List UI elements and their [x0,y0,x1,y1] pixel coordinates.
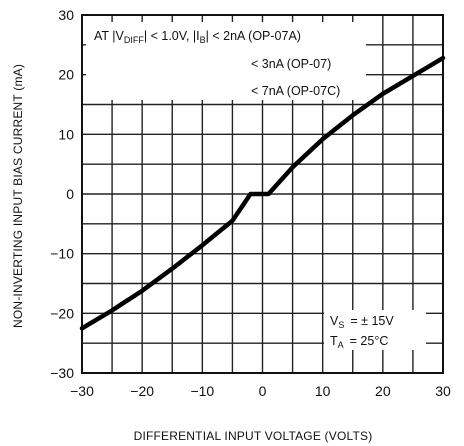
x-tick-label: −30 [70,383,94,399]
y-tick-label: 30 [58,7,74,23]
x-tick-label: 20 [375,383,391,399]
x-axis-title: DIFFERENTIAL INPUT VOLTAGE (VOLTS) [134,429,373,443]
y-tick-label: 20 [58,67,74,83]
x-tick-label: −10 [190,383,214,399]
x-tick-label: 0 [259,383,267,399]
y-tick-label: 0 [66,186,74,202]
annotation-box-bottom [324,310,426,350]
y-tick-label: −10 [50,246,74,262]
x-tick-label: 30 [435,383,451,399]
x-tick-label: −20 [130,383,154,399]
y-axis-title: NON-INVERTING INPUT BIAS CURRENT (mA) [11,64,25,328]
plot-frame [81,14,444,374]
supply-voltage-label: VS = ± 15V [330,314,394,330]
annotation-box-top [86,22,366,100]
x-tick-label: 10 [315,383,331,399]
ambient-temp-label: TA = 25°C [330,334,388,350]
y-tick-label: −20 [50,305,74,321]
condition-line-2: < 3nA (OP-07) [251,57,331,71]
tick-labels: −30 −20 −10 0 10 20 30 −30 −20 −10 0 10 20 30 [50,7,451,399]
condition-line-1: AT |VDIFF| < 1.0V, |IB| < 2nA (OP-07A) [94,29,301,45]
y-tick-label: 10 [58,126,74,142]
condition-line-3: < 7nA (OP-07C) [251,84,340,98]
bias-current-curve [79,55,446,331]
y-tick-label: −30 [50,365,74,381]
